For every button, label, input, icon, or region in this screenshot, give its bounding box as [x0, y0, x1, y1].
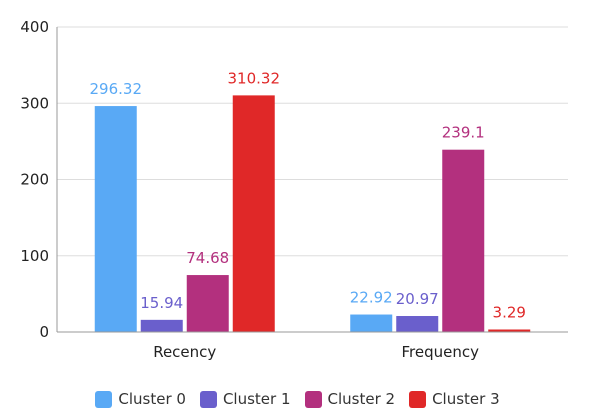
data-label: 74.68 — [186, 249, 229, 267]
data-labels: 296.32 15.94 74.68 310.32 22.92 20.97 239.1 3.2… — [90, 69, 526, 321]
y-axis-ticks: 0 100 200 300 400 — [20, 18, 49, 341]
legend-swatch — [95, 390, 113, 408]
legend-swatch — [409, 390, 427, 408]
legend-label: Cluster 2 — [327, 390, 396, 408]
y-tick-label: 200 — [20, 171, 49, 189]
bar-cluster-3-recency — [232, 95, 275, 332]
bar-cluster-3-frequency — [488, 329, 531, 332]
data-label: 3.29 — [493, 303, 526, 321]
data-label: 310.32 — [228, 69, 281, 87]
legend-label: Cluster 0 — [118, 390, 186, 408]
data-label: 296.32 — [90, 80, 143, 98]
bars — [94, 95, 531, 332]
bar-cluster-2-recency — [186, 275, 229, 332]
category-label: Frequency — [402, 343, 480, 361]
data-label: 239.1 — [442, 124, 485, 142]
legend: Cluster 0 Cluster 1 Cluster 2 Cluster 3 — [0, 384, 595, 414]
bar-cluster-2-frequency — [442, 149, 485, 332]
data-label: 22.92 — [350, 289, 393, 307]
legend-swatch — [304, 390, 322, 408]
data-label: 20.97 — [396, 290, 439, 308]
bar-cluster-1-recency — [140, 319, 183, 332]
legend-item[interactable]: Cluster 3 — [409, 390, 500, 408]
x-axis-categories: Recency Frequency — [153, 343, 479, 361]
data-label: 15.94 — [140, 294, 183, 312]
y-tick-label: 100 — [20, 247, 49, 265]
legend-label: Cluster 1 — [222, 390, 291, 408]
bar-cluster-0-recency — [94, 106, 137, 332]
legend-item[interactable]: Cluster 2 — [304, 390, 396, 408]
legend-item[interactable]: Cluster 0 — [95, 390, 186, 408]
legend-swatch — [199, 390, 217, 408]
bar-cluster-0-frequency — [350, 314, 393, 332]
bar-cluster-1-frequency — [396, 316, 439, 332]
y-tick-label: 300 — [20, 94, 49, 112]
legend-label: Cluster 3 — [432, 390, 500, 408]
bar-chart: 0 100 200 300 400 296.32 15.94 74.68 310.32 22.9… — [20, 18, 568, 361]
category-label: Recency — [153, 343, 216, 361]
y-tick-label: 400 — [20, 18, 49, 36]
y-tick-label: 0 — [39, 323, 49, 341]
legend-item[interactable]: Cluster 1 — [199, 390, 291, 408]
